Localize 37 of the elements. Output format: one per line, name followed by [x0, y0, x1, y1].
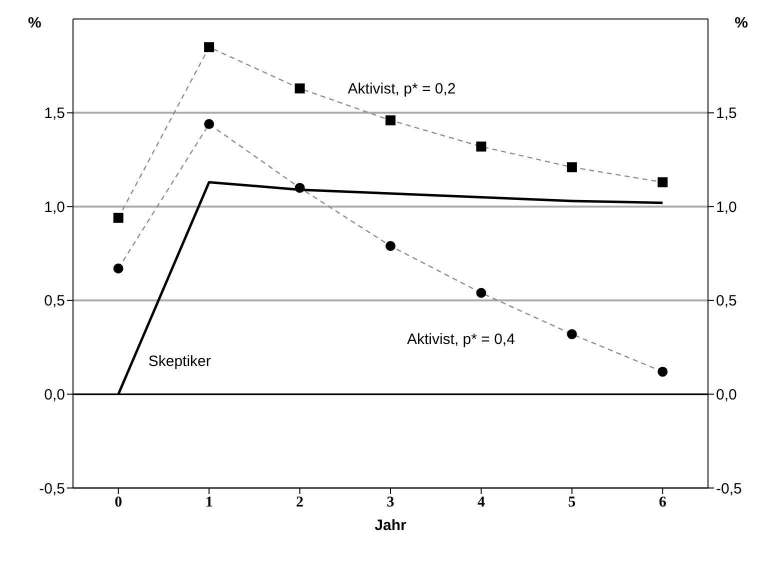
y-tick-label: 1,0: [44, 198, 65, 216]
point: [566, 162, 577, 172]
y-tick-label: 0,5: [44, 292, 65, 310]
point: [476, 288, 486, 298]
y2-tick-label: 1,0: [716, 198, 737, 216]
point: [294, 182, 305, 193]
point: [476, 142, 486, 152]
y-axis-title: %: [28, 14, 42, 32]
y-tick-label: 0,0: [44, 386, 65, 404]
y2-axis-title: %: [734, 14, 748, 32]
series-label: Aktivist, p* = 0,2: [348, 80, 456, 98]
x-tick-label: 4: [477, 494, 486, 511]
point: [386, 115, 396, 126]
x-axis-title: Jahr: [374, 517, 407, 534]
x-tick-label: 2: [296, 494, 304, 511]
x-tick-label: 3: [386, 494, 394, 511]
y2-tick-label: -0,5: [716, 480, 742, 498]
point: [658, 366, 668, 377]
y2-tick-label: 1,5: [716, 105, 737, 122]
x-tick-label: 1: [205, 494, 213, 511]
series-label: Aktivist, p* = 0,4: [406, 331, 515, 348]
point: [566, 329, 577, 340]
point: [294, 83, 305, 94]
series-label: Skeptiker: [148, 353, 211, 370]
point: [113, 212, 124, 223]
y-tick-label: -0,5: [39, 480, 65, 498]
point: [658, 177, 668, 188]
point: [204, 42, 214, 52]
x-tick-label: 6: [658, 494, 667, 511]
y2-tick-label: 0,5: [716, 292, 737, 310]
y-tick-label: 1,5: [44, 105, 65, 122]
point: [204, 119, 214, 130]
point: [113, 264, 124, 274]
y2-tick-label: 0,0: [716, 386, 737, 404]
point: [386, 240, 396, 251]
x-tick-label: 0: [114, 494, 122, 511]
x-tick-label: 5: [568, 494, 576, 511]
